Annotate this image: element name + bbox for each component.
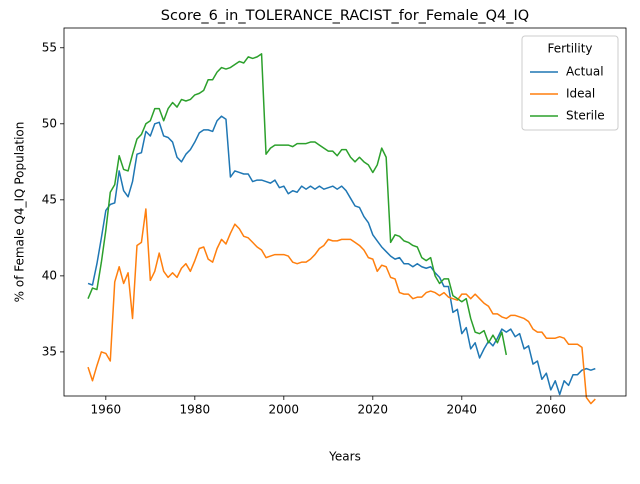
x-tick-label: 2020 bbox=[358, 403, 389, 417]
x-tick-label: 2060 bbox=[536, 403, 567, 417]
legend-label: Actual bbox=[566, 65, 604, 79]
x-axis-label: Years bbox=[328, 450, 361, 464]
series-line bbox=[87, 115, 596, 396]
series-line bbox=[87, 53, 508, 356]
legend-label: Sterile bbox=[566, 109, 605, 123]
x-tick-label: 1980 bbox=[180, 403, 211, 417]
legend-title: Fertility bbox=[547, 42, 592, 56]
legend-label: Ideal bbox=[566, 87, 595, 101]
x-tick-label: 1960 bbox=[91, 403, 122, 417]
y-tick-label: 55 bbox=[42, 40, 57, 54]
x-tick-label: 2000 bbox=[269, 403, 300, 417]
y-tick-label: 50 bbox=[42, 116, 57, 130]
plot-frame bbox=[63, 27, 627, 397]
y-tick-label: 40 bbox=[42, 268, 57, 282]
y-tick-label: 35 bbox=[42, 344, 57, 358]
x-tick-label: 2040 bbox=[447, 403, 478, 417]
y-tick-label: 45 bbox=[42, 192, 57, 206]
series-line bbox=[87, 208, 596, 405]
chart-title: Score_6_in_TOLERANCE_RACIST_for_Female_Q… bbox=[161, 8, 529, 24]
y-axis-label: % of Female Q4_IQ Population bbox=[13, 122, 27, 303]
legend: Fertility Actual Ideal Sterile bbox=[521, 35, 619, 131]
legend-box bbox=[521, 35, 619, 131]
